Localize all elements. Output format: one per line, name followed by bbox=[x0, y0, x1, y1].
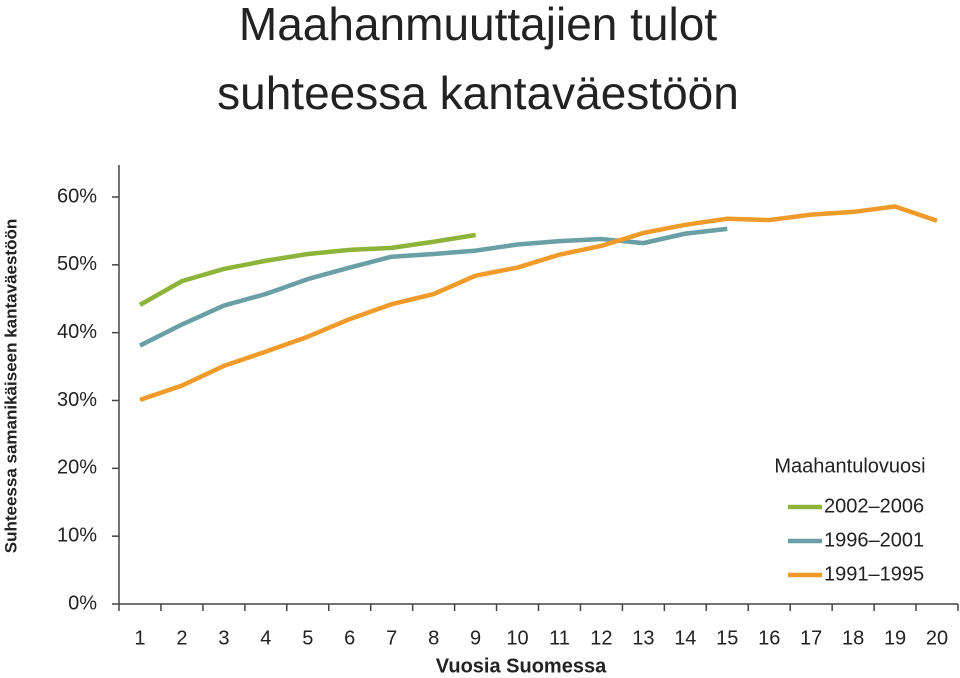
x-tick-label: 7 bbox=[386, 627, 397, 649]
y-tick-label: 20% bbox=[57, 457, 97, 479]
legend-title: Maahantulovuosi bbox=[774, 455, 925, 477]
y-tick-label: 0% bbox=[68, 592, 97, 614]
x-tick-label: 15 bbox=[716, 627, 738, 649]
y-tick-label: 60% bbox=[57, 185, 97, 207]
legend-label: 2002–2006 bbox=[824, 495, 924, 517]
x-tick-label: 3 bbox=[218, 627, 229, 649]
x-tick-label: 18 bbox=[842, 627, 864, 649]
x-tick-label: 1 bbox=[134, 627, 145, 649]
x-tick-label: 14 bbox=[674, 627, 696, 649]
x-tick-label: 16 bbox=[758, 627, 780, 649]
chart-title: Maahanmuuttajien tulot bbox=[239, 0, 717, 50]
x-tick-label: 9 bbox=[470, 627, 481, 649]
series-line bbox=[138, 232, 476, 307]
x-tick-label: 11 bbox=[549, 627, 570, 649]
x-tick-label: 10 bbox=[506, 627, 528, 649]
x-tick-label: 20 bbox=[926, 627, 948, 649]
series-line bbox=[138, 226, 728, 348]
legend-label: 1991–1995 bbox=[824, 563, 924, 585]
x-tick-label: 19 bbox=[884, 627, 906, 649]
x-tick-label: 12 bbox=[590, 627, 612, 649]
y-tick-label: 50% bbox=[57, 253, 97, 275]
x-tick-label: 2 bbox=[176, 627, 187, 649]
legend-label: 1996–2001 bbox=[824, 529, 924, 551]
y-tick-label: 40% bbox=[57, 321, 97, 343]
chart-title: suhteessa kantaväestöön bbox=[217, 67, 739, 119]
series-line bbox=[139, 204, 938, 402]
x-tick-label: 8 bbox=[428, 627, 439, 649]
x-tick-label: 6 bbox=[344, 627, 355, 649]
y-axis-label: Suhteessa samanikäiseen kantaväestöön bbox=[1, 219, 20, 554]
y-tick-label: 30% bbox=[57, 389, 97, 411]
x-axis-label: Vuosia Suomessa bbox=[436, 655, 607, 677]
x-tick-label: 5 bbox=[302, 627, 313, 649]
y-tick-label: 10% bbox=[57, 524, 97, 546]
x-tick-label: 4 bbox=[260, 627, 271, 649]
x-tick-label: 13 bbox=[632, 627, 654, 649]
x-tick-label: 17 bbox=[800, 627, 822, 649]
